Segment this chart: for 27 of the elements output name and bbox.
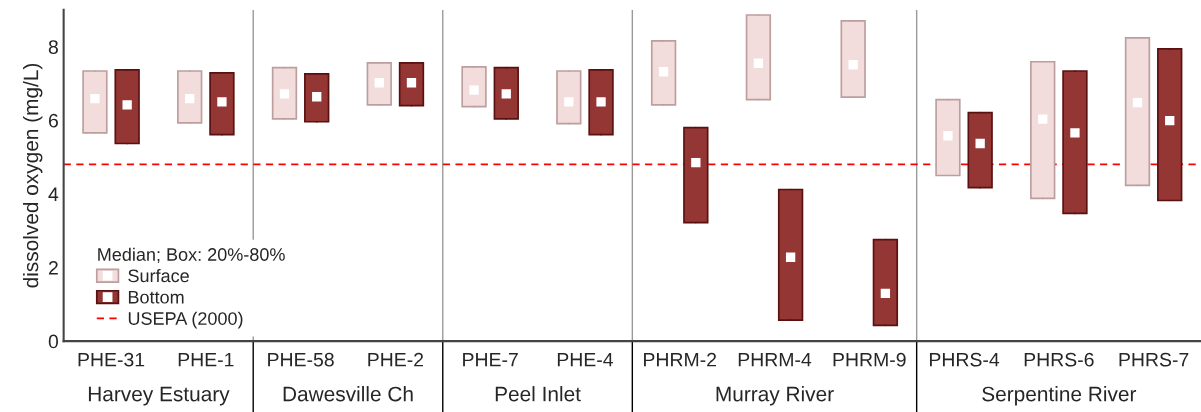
text: Dawesville Ch — [283, 386, 413, 402]
x-tick-label: PHE-31 — [78, 352, 145, 367]
x-tick-label: PHE-1 — [178, 352, 234, 367]
x-tick-label: PHRM-4 — [738, 352, 812, 367]
y-tick-label: 2 — [48, 260, 58, 275]
x-tick-label: PHE-4 — [557, 352, 613, 367]
y-tick-label: 4 — [48, 187, 59, 201]
text: Peel Inlet — [495, 386, 581, 402]
y-tick-label: 6 — [48, 113, 58, 128]
text: Harvey Estuary — [88, 386, 230, 406]
x-tick-label: PHE-7 — [463, 352, 518, 367]
y-tick-label: 0 — [48, 334, 59, 349]
legend-label: Bottom — [128, 290, 184, 304]
text: Serpentine River — [982, 386, 1137, 406]
legend-label: Surface — [128, 269, 189, 283]
x-tick-label: PHE-2 — [368, 352, 424, 367]
x-tick-label: PHRM-9 — [833, 352, 906, 367]
x-tick-label: PHRS-7 — [1119, 352, 1189, 367]
x-tick-label: PHRS-4 — [929, 352, 1000, 367]
text: Murray River — [716, 386, 834, 406]
x-tick-label: PHE-58 — [268, 352, 334, 367]
y-tick-label: 8 — [48, 40, 58, 54]
y-axis-title: dissolved oxygen (mg/L) — [23, 63, 43, 288]
x-tick-label: PHRS-6 — [1024, 352, 1094, 367]
legend-label: USEPA (2000) — [128, 311, 243, 329]
x-tick-label: PHRM-2 — [644, 352, 717, 367]
legend-title: Median; Box: 20%-80% — [98, 247, 285, 264]
